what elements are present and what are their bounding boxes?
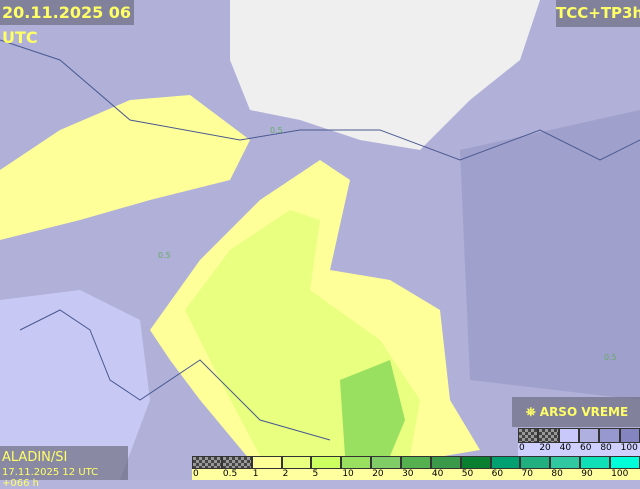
legend-label: 0.5 [222, 469, 238, 479]
legend-label: 10 [342, 469, 354, 479]
precip-legend-labels: 0 0.5 1 2 5 10 20 30 40 50 60 70 80 90 100 [192, 469, 640, 480]
contour-label: 0.5 [604, 353, 617, 362]
model-name: ALADIN/SI [2, 450, 68, 465]
legend-swatch [580, 456, 611, 469]
legend-swatch [578, 428, 600, 443]
legend-swatch [192, 456, 222, 469]
legend-swatch [538, 428, 559, 443]
legend-swatch [401, 456, 431, 469]
legend-label: 80 [600, 443, 612, 453]
legend-label: 40 [431, 469, 444, 479]
legend-swatch [558, 428, 579, 443]
product-label: TCC+TP3h [556, 0, 640, 27]
border [0, 39, 640, 161]
legend-swatch [599, 428, 620, 443]
legend-label: 30 [402, 469, 414, 479]
brand-logo: ⛯ ARSO VREME [512, 397, 640, 427]
legend-swatch [490, 456, 521, 469]
cloud-area-dark [460, 110, 640, 400]
legend-label: 60 [491, 469, 504, 479]
legend-swatch [619, 428, 640, 443]
legend-swatch [371, 456, 402, 469]
legend-label: 0 [193, 469, 199, 479]
cloud-free-area [230, 0, 540, 150]
contour-label: 0.5 [270, 126, 283, 135]
legend-swatch [460, 456, 491, 469]
cloud-legend-labels: 0 20 40 60 80 100 [518, 443, 640, 456]
legend-swatch [518, 428, 539, 443]
legend-label: 40 [559, 443, 572, 453]
model-run: 17.11.2025 12 UTC +066 h [2, 467, 99, 489]
legend-label: 1 [252, 469, 259, 479]
brand-text: ARSO VREME [539, 405, 629, 419]
legend-swatch [550, 456, 581, 469]
legend-label: 70 [521, 469, 533, 479]
precip-area-3 [340, 360, 405, 456]
legend-label: 20 [539, 443, 551, 453]
legend-label: 5 [312, 469, 319, 479]
cloud-area-light [0, 290, 150, 480]
coastline [19, 309, 331, 441]
legend-swatch [251, 456, 282, 469]
legend-label: 2 [282, 469, 289, 479]
cloud-legend [518, 428, 640, 443]
legend-label: 90 [581, 469, 593, 479]
legend-label: 60 [580, 443, 592, 453]
legend-swatch [221, 456, 252, 469]
legend-swatch [311, 456, 342, 469]
satellite-icon: ⛯ [526, 405, 540, 419]
legend-label: 50 [461, 469, 474, 479]
legend-swatch [610, 456, 640, 469]
model-info: ALADIN/SI 17.11.2025 12 UTC +066 h [0, 446, 128, 489]
legend-swatch [430, 456, 461, 469]
legend-swatch [281, 456, 312, 469]
legend-label: 100 [620, 443, 638, 453]
legend-swatch [341, 456, 372, 469]
legend-label: 80 [551, 469, 563, 479]
legend-swatch [520, 456, 551, 469]
legend-label: 0 [519, 443, 525, 453]
precip-area-light [0, 95, 250, 240]
legend-label: 100 [611, 469, 629, 479]
contour-label: 0.5 [158, 251, 171, 260]
legend-label: 20 [372, 469, 384, 479]
valid-time-label: 20.11.2025 06 UTC [0, 0, 134, 47]
precip-legend [192, 456, 640, 469]
